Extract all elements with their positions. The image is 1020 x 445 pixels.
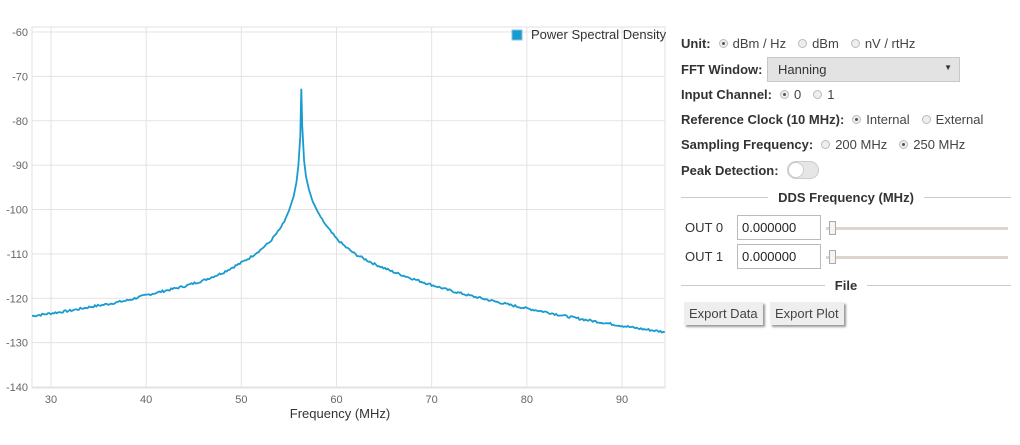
psd-trace [31, 88, 665, 334]
fft-window-select[interactable]: Hanning ▼ [767, 57, 960, 82]
y-tick-label: -80 [12, 116, 28, 128]
radio-unchecked-icon [813, 90, 823, 99]
x-tick-label: 90 [616, 394, 628, 406]
dropdown-caret-icon: ▼ [944, 63, 952, 72]
input-channel-option-1[interactable]: 1 [813, 87, 834, 102]
dds-section-header: DDS Frequency (MHz) [681, 190, 1012, 205]
input-channel-label: Input Channel: [681, 87, 772, 102]
export-plot-button[interactable]: Export Plot [770, 302, 844, 325]
peak-detection-row: Peak Detection: [681, 161, 819, 179]
fft-window-label: FFT Window: [681, 62, 763, 77]
out1-label: OUT 1 [685, 249, 724, 264]
reference-clock-label: Reference Clock (10 MHz): [681, 112, 845, 127]
y-tick-label: -120 [6, 293, 28, 305]
reference-clock-row: Reference Clock (10 MHz): Internal Exter… [681, 112, 995, 127]
divider-line [867, 285, 1011, 286]
y-tick-label: -130 [6, 338, 28, 350]
sampling-frequency-option-200[interactable]: 200 MHz [821, 137, 887, 152]
unit-row: Unit: dBm / Hz dBm nV / rtHz [681, 36, 927, 51]
radio-checked-icon [852, 115, 862, 124]
x-tick-label: 70 [426, 394, 438, 406]
x-axis-title: Frequency (MHz) [290, 406, 390, 421]
toggle-knob [787, 162, 804, 178]
dds-out1-row: OUT 1 [681, 244, 1011, 269]
x-tick-label: 50 [235, 394, 247, 406]
y-tick-label: -110 [7, 249, 28, 261]
radio-unchecked-icon [921, 115, 931, 124]
file-section-title: File [834, 278, 858, 293]
psd-plot: -60 -70 -80 -90 -100 -110 -120 -130 -140 30 40 50 6… [6, 26, 667, 421]
sampling-frequency-label: Sampling Frequency: [681, 137, 814, 152]
divider-line [681, 197, 769, 198]
y-tick-label: -90 [12, 160, 28, 172]
file-section-header: File [681, 278, 1011, 293]
y-tick-label: -70 [12, 71, 28, 83]
sampling-frequency-option-250[interactable]: 250 MHz [899, 137, 965, 152]
out0-frequency-slider[interactable] [826, 221, 1008, 235]
peak-detection-label: Peak Detection: [681, 162, 779, 178]
dds-section-title: DDS Frequency (MHz) [778, 190, 914, 205]
slider-thumb[interactable] [829, 250, 836, 264]
fft-window-row: FFT Window: Hanning ▼ [681, 57, 1011, 82]
x-tick-label: 30 [45, 394, 57, 406]
legend-swatch [511, 29, 523, 41]
unit-option-nv-rthz[interactable]: nV / rtHz [850, 36, 915, 51]
out1-frequency-slider[interactable] [826, 250, 1008, 264]
divider-line [923, 197, 1012, 198]
slider-thumb[interactable] [829, 221, 836, 235]
input-channel-row: Input Channel: 0 1 [681, 87, 846, 102]
unit-option-dbm-hz[interactable]: dBm / Hz [718, 36, 786, 51]
x-tick-label: 60 [330, 394, 342, 406]
radio-checked-icon [780, 90, 789, 99]
psd-chart: -60 -70 -80 -90 -100 -110 -120 -130 -140 30 40 50 6… [6, 26, 667, 421]
unit-option-dbm[interactable]: dBm [798, 36, 839, 51]
y-tick-label: -100 [6, 205, 28, 217]
reference-clock-option-internal[interactable]: Internal [852, 112, 910, 127]
y-tick-label: -60 [12, 27, 28, 39]
out0-frequency-input[interactable] [737, 215, 821, 240]
out0-label: OUT 0 [685, 220, 724, 235]
y-tick-label: -140 [6, 382, 28, 394]
peak-detection-toggle[interactable] [786, 161, 819, 179]
divider-line [681, 285, 825, 286]
input-channel-option-0[interactable]: 0 [780, 87, 801, 102]
radio-checked-icon [899, 140, 909, 149]
x-tick-label: 80 [521, 394, 533, 406]
radio-unchecked-icon [821, 140, 831, 149]
out1-frequency-input[interactable] [737, 244, 821, 269]
sampling-frequency-row: Sampling Frequency: 200 MHz 250 MHz [681, 137, 977, 152]
legend-label[interactable]: Power Spectral Density [531, 27, 667, 42]
radio-checked-icon [718, 39, 728, 48]
reference-clock-option-external[interactable]: External [921, 112, 983, 127]
unit-label: Unit: [681, 36, 711, 51]
x-tick-label: 40 [140, 394, 152, 406]
export-data-button[interactable]: Export Data [684, 302, 763, 325]
radio-unchecked-icon [798, 39, 808, 48]
dds-out0-row: OUT 0 [681, 215, 1011, 240]
radio-unchecked-icon [850, 39, 860, 48]
